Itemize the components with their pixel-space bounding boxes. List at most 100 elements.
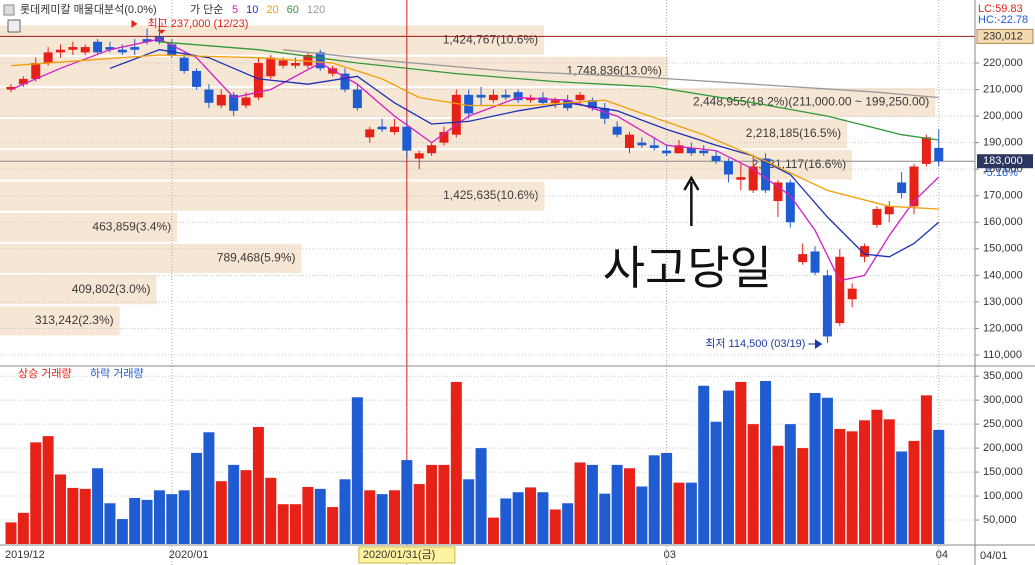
volume-bar xyxy=(599,493,611,544)
volume-bar xyxy=(351,397,363,544)
candle-body xyxy=(439,132,449,143)
volume-profile-label: 2,448,955(18.2%)(211,000.00 ~ 199,250.00… xyxy=(693,95,929,109)
volume-profile-label: 1,748,836(13.0%) xyxy=(567,63,662,77)
volume-bar xyxy=(54,474,66,544)
candle-body xyxy=(488,94,498,101)
candle-body xyxy=(464,94,474,114)
volume-bar xyxy=(129,497,141,544)
y-tick-label: 200,000 xyxy=(983,110,1023,122)
volume-bar xyxy=(710,421,722,544)
volume-bar xyxy=(760,380,772,544)
candle-body xyxy=(773,182,783,202)
volume-bar xyxy=(413,484,425,544)
candle-body xyxy=(711,155,721,162)
candle-body xyxy=(897,182,907,194)
volume-bar xyxy=(277,504,289,544)
volume-profile-label: 1,424,767(10.6%) xyxy=(443,32,538,46)
volume-bar xyxy=(797,448,809,544)
volume-bar xyxy=(562,503,574,544)
volume-profile-bar xyxy=(0,119,848,149)
candle-body xyxy=(538,97,548,103)
candle-body xyxy=(117,49,127,53)
candle-body xyxy=(600,108,610,119)
volume-bar xyxy=(265,477,277,544)
candle-body xyxy=(204,89,214,103)
candle-body xyxy=(860,246,870,257)
candle-body xyxy=(402,126,412,151)
y-tick-label: 120,000 xyxy=(983,322,1023,334)
menu-icon[interactable] xyxy=(3,4,15,16)
volume-bar xyxy=(574,462,586,544)
indicator: LC:59.83 xyxy=(978,3,1023,15)
candle-body xyxy=(352,89,362,109)
candle-body xyxy=(847,288,857,300)
y-tick-label: 220,000 xyxy=(983,57,1023,69)
candle-body xyxy=(241,97,251,106)
candle-body xyxy=(612,126,622,135)
volume-bar xyxy=(859,420,871,544)
candle-body xyxy=(649,145,659,148)
volume-bar xyxy=(475,448,487,544)
last-price-change: -5.18% xyxy=(983,167,1018,179)
ma-legend: 5 xyxy=(232,4,238,16)
candle-body xyxy=(884,206,894,215)
grid-icon[interactable] xyxy=(7,19,21,33)
candle-body xyxy=(229,94,239,111)
candle-body xyxy=(389,126,399,133)
volume-bar xyxy=(166,494,178,544)
candle-body xyxy=(723,161,733,175)
volume-profile-bar xyxy=(0,25,545,55)
candle-body xyxy=(921,137,931,164)
y-tick-label: 300,000 xyxy=(983,394,1023,406)
volume-bar xyxy=(153,490,165,544)
candle-body xyxy=(550,100,560,103)
candle-body xyxy=(798,254,808,263)
volume-bar xyxy=(30,442,42,544)
candle-body xyxy=(291,62,301,66)
volume-bar xyxy=(624,468,635,544)
candle-body xyxy=(55,49,65,53)
candle-body xyxy=(909,166,919,207)
volume-bar xyxy=(228,464,240,544)
candle-body xyxy=(662,150,672,154)
y-tick-label: 140,000 xyxy=(983,269,1023,281)
candle-body xyxy=(6,86,16,90)
ma-legend: 20 xyxy=(266,4,278,16)
candle-body xyxy=(451,94,461,135)
volume-bar xyxy=(722,390,734,544)
volume-bar xyxy=(772,445,784,544)
candle-body xyxy=(748,166,758,191)
volume-bar xyxy=(79,488,91,544)
candle-body xyxy=(414,153,424,159)
candle-body xyxy=(699,150,709,154)
volume-bar xyxy=(661,452,673,544)
volume-bar xyxy=(426,464,438,544)
min-label: 최저 114,500 (03/19) xyxy=(705,337,805,350)
volume-bar xyxy=(67,487,79,544)
volume-bar xyxy=(636,486,648,544)
candle-body xyxy=(18,78,28,85)
volume-bar xyxy=(673,482,685,544)
volume-bar xyxy=(376,494,388,544)
volume-bar xyxy=(463,479,475,544)
legend-up: 상승 거래량 xyxy=(18,367,72,380)
volume-bar xyxy=(5,522,17,544)
candle-body xyxy=(625,134,634,148)
volume-bar xyxy=(314,488,326,544)
volume-bar xyxy=(735,381,747,544)
volume-bar xyxy=(698,385,710,544)
volume-bar xyxy=(92,468,104,544)
x-tick-label: 2020/01/31(금) xyxy=(363,549,436,561)
volume-profile-label: 409,802(3.0%) xyxy=(72,282,151,296)
volume-bar xyxy=(240,470,252,544)
volume-bar xyxy=(104,503,116,544)
reference-box xyxy=(976,28,1034,44)
candle-body xyxy=(785,182,795,223)
candle-body xyxy=(167,44,177,56)
ma-title: 가 단순 xyxy=(190,3,223,16)
volume-bar xyxy=(920,395,932,544)
ma-legend: 10 xyxy=(246,4,258,16)
volume-profile-label: 313,242(2.3%) xyxy=(35,313,114,327)
volume-bar xyxy=(141,499,153,544)
